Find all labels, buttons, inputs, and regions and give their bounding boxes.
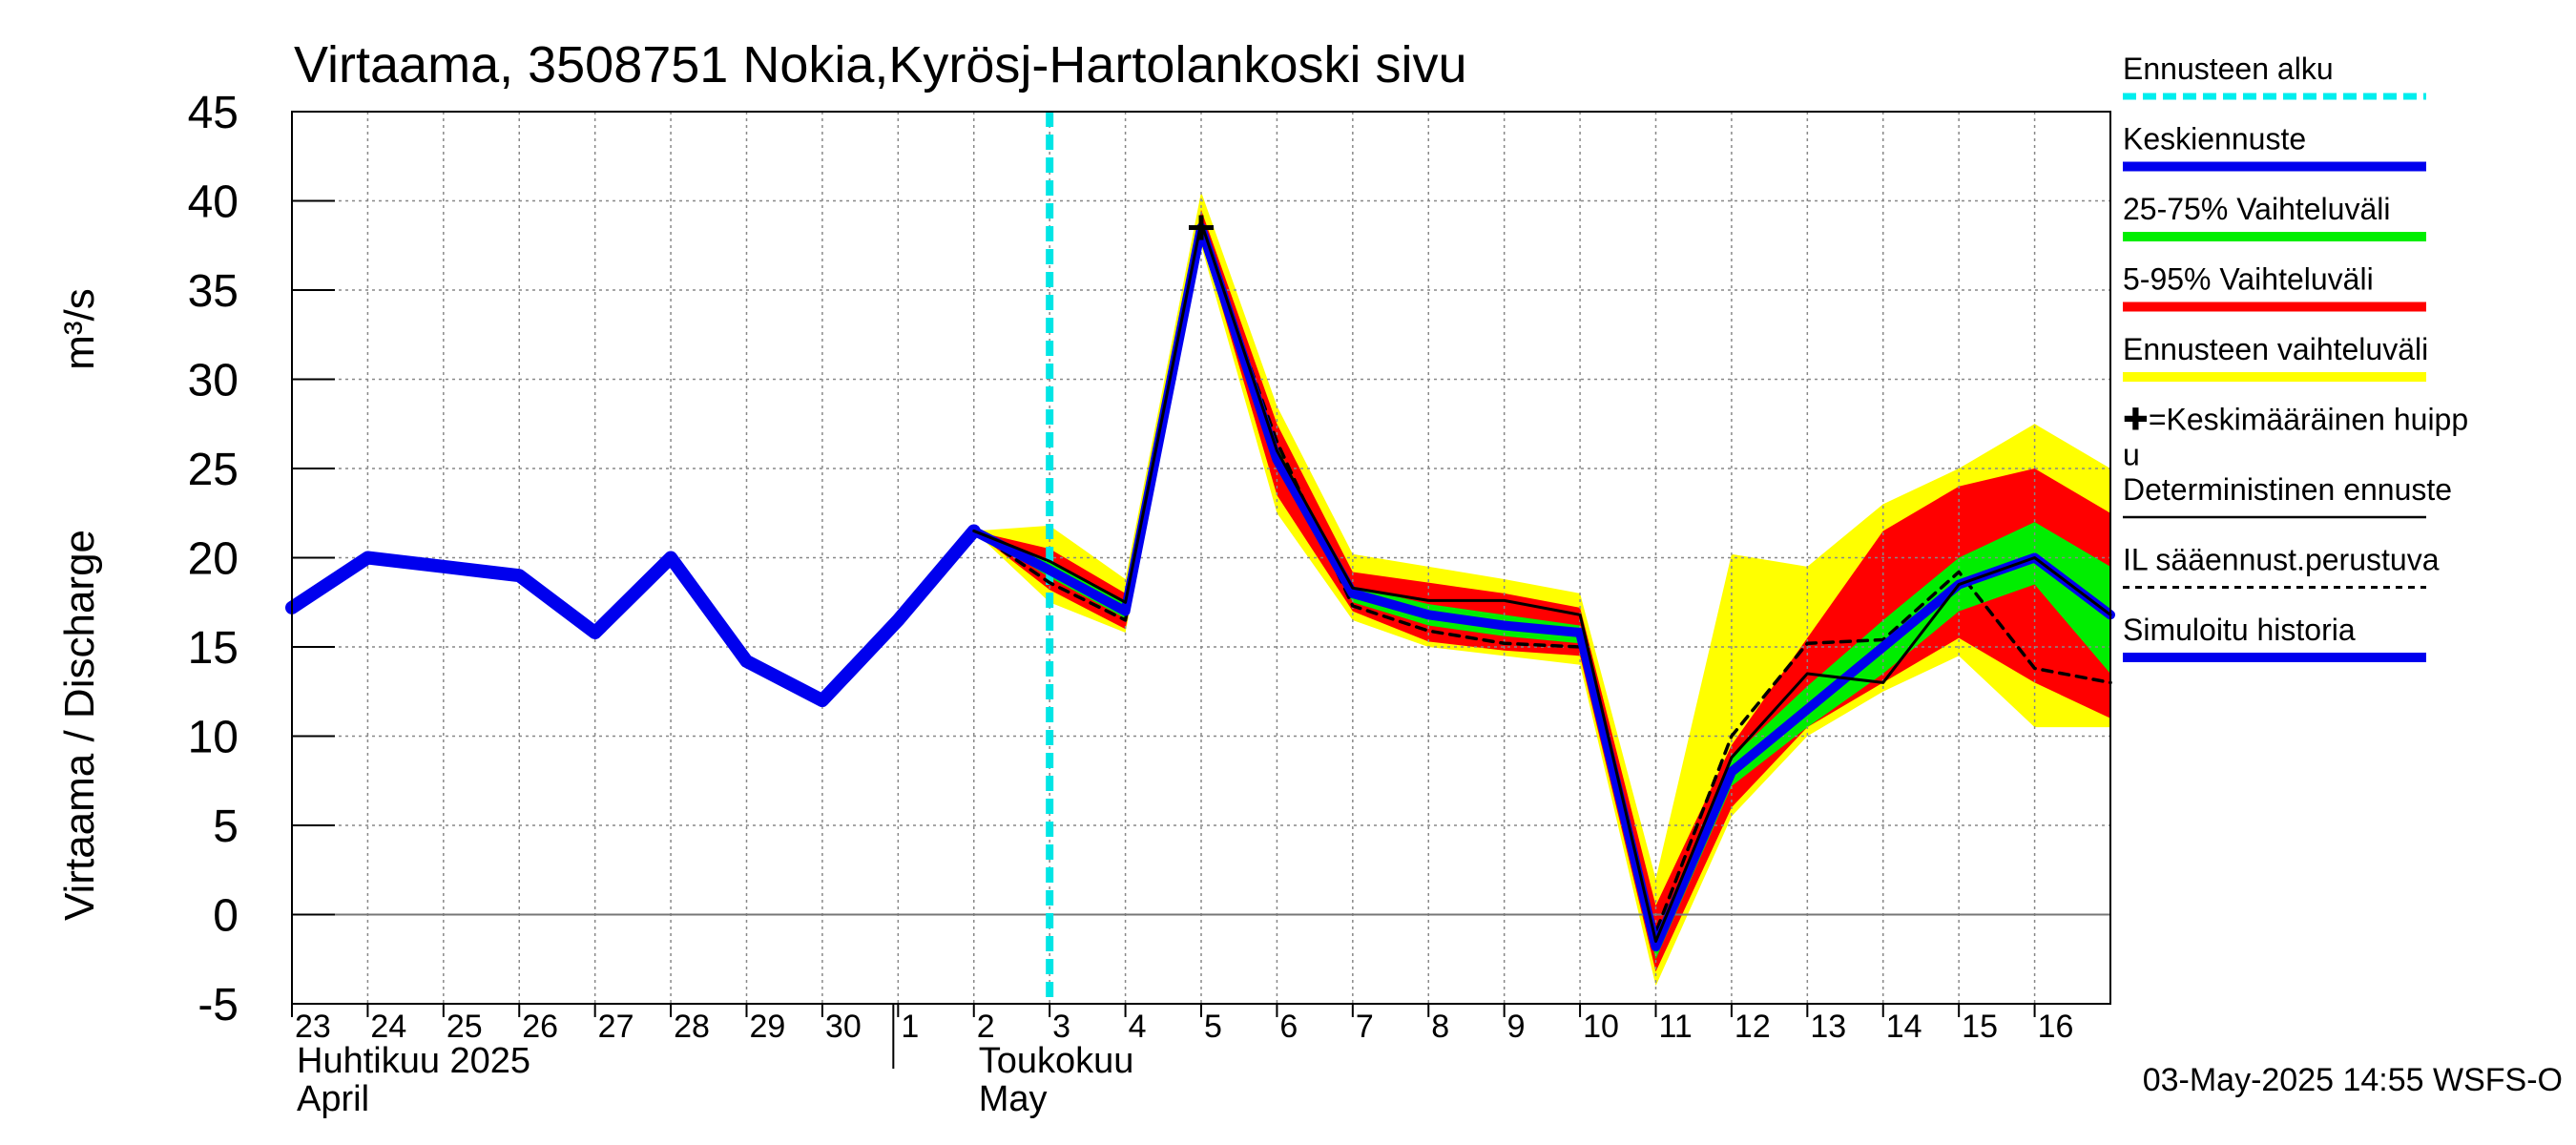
x-tick-label-23: 16 (2038, 1009, 2074, 1045)
y-tick-label-10: 45 (188, 88, 239, 138)
y-tick-label-4: 15 (188, 623, 239, 674)
x-tick-label-2: 25 (447, 1009, 483, 1045)
series-il-s-ennust-perustuva (972, 227, 2112, 934)
y-tick-label-1: 0 (213, 891, 239, 942)
x-tick-label-6: 29 (750, 1009, 786, 1045)
legend-label-1: Keskiennuste (2123, 122, 2306, 156)
y-axis-unit: m³/s (56, 288, 103, 370)
legend-label-7: IL sääennust.perustuva (2123, 543, 2440, 577)
legend-label-8: Simuloitu historia (2123, 613, 2356, 647)
legend: Ennusteen alku Keskiennuste 25-75% Vaihtel… (2123, 52, 2468, 662)
y-tick-label-9: 40 (188, 177, 239, 228)
x-tick-label-17: 10 (1583, 1009, 1619, 1045)
y-tick-label-7: 30 (188, 356, 239, 406)
y-tick-label-6: 25 (188, 445, 239, 495)
month-label-0: Huhtikuu 2025 (297, 1041, 530, 1081)
x-tick-label-19: 12 (1735, 1009, 1771, 1045)
x-tick-label-0: 23 (295, 1009, 331, 1045)
x-tick-label-21: 14 (1886, 1009, 1922, 1045)
x-tick-label-7: 30 (825, 1009, 862, 1045)
y-tick-label-2: 5 (213, 802, 239, 852)
y-axis-label: Virtaama / Discharge (56, 530, 103, 921)
legend-label-4: Ennusteen vaihteluväli (2123, 332, 2428, 366)
month-label-en-0: April (297, 1079, 369, 1119)
x-tick-label-13: 6 (1279, 1009, 1298, 1045)
legend-label-cont-5: u (2123, 438, 2140, 472)
x-tick-label-3: 26 (522, 1009, 558, 1045)
month-label-en-1: May (979, 1079, 1048, 1119)
x-tick-label-12: 5 (1204, 1009, 1222, 1045)
legend-label-5: ✚=Keskimääräinen huipp (2123, 403, 2468, 437)
x-tick-label-8: 1 (901, 1009, 919, 1045)
legend-label-2: 25-75% Vaihteluväli (2123, 192, 2390, 226)
x-tick-label-16: 9 (1507, 1009, 1526, 1045)
x-tick-label-22: 15 (1962, 1009, 1998, 1045)
x-tick-label-10: 3 (1052, 1009, 1070, 1045)
x-tick-label-15: 8 (1431, 1009, 1449, 1045)
legend-label-3: 5-95% Vaihteluväli (2123, 262, 2374, 297)
series-lines (285, 215, 2115, 952)
x-tick-label-5: 28 (674, 1009, 710, 1045)
series-simuloitu-historia (285, 524, 981, 708)
legend-label-6: Deterministinen ennuste (2123, 472, 2452, 507)
x-tick-label-1: 24 (370, 1009, 406, 1045)
x-tick-label-4: 27 (598, 1009, 634, 1045)
y-tick-label-3: 10 (188, 713, 239, 763)
timestamp-label: 03-May-2025 14:55 WSFS-O (2143, 1062, 2563, 1098)
x-tick-label-14: 7 (1356, 1009, 1374, 1045)
x-tick-label-9: 2 (977, 1009, 995, 1045)
series-deterministinen-ennuste (972, 220, 2112, 944)
y-tick-label-0: -5 (197, 980, 239, 1030)
chart-title: Virtaama, 3508751 Nokia,Kyrösj-Hartolank… (294, 36, 1467, 94)
month-label-1: Toukokuu (979, 1041, 1134, 1081)
legend-label-0: Ennusteen alku (2123, 52, 2334, 86)
grid-lines (292, 112, 2110, 1004)
x-tick-label-18: 11 (1659, 1009, 1693, 1045)
x-tick-label-20: 13 (1810, 1009, 1846, 1045)
y-tick-label-8: 35 (188, 266, 239, 317)
x-tick-label-11: 4 (1129, 1009, 1147, 1045)
y-tick-label-5: 20 (188, 534, 239, 585)
